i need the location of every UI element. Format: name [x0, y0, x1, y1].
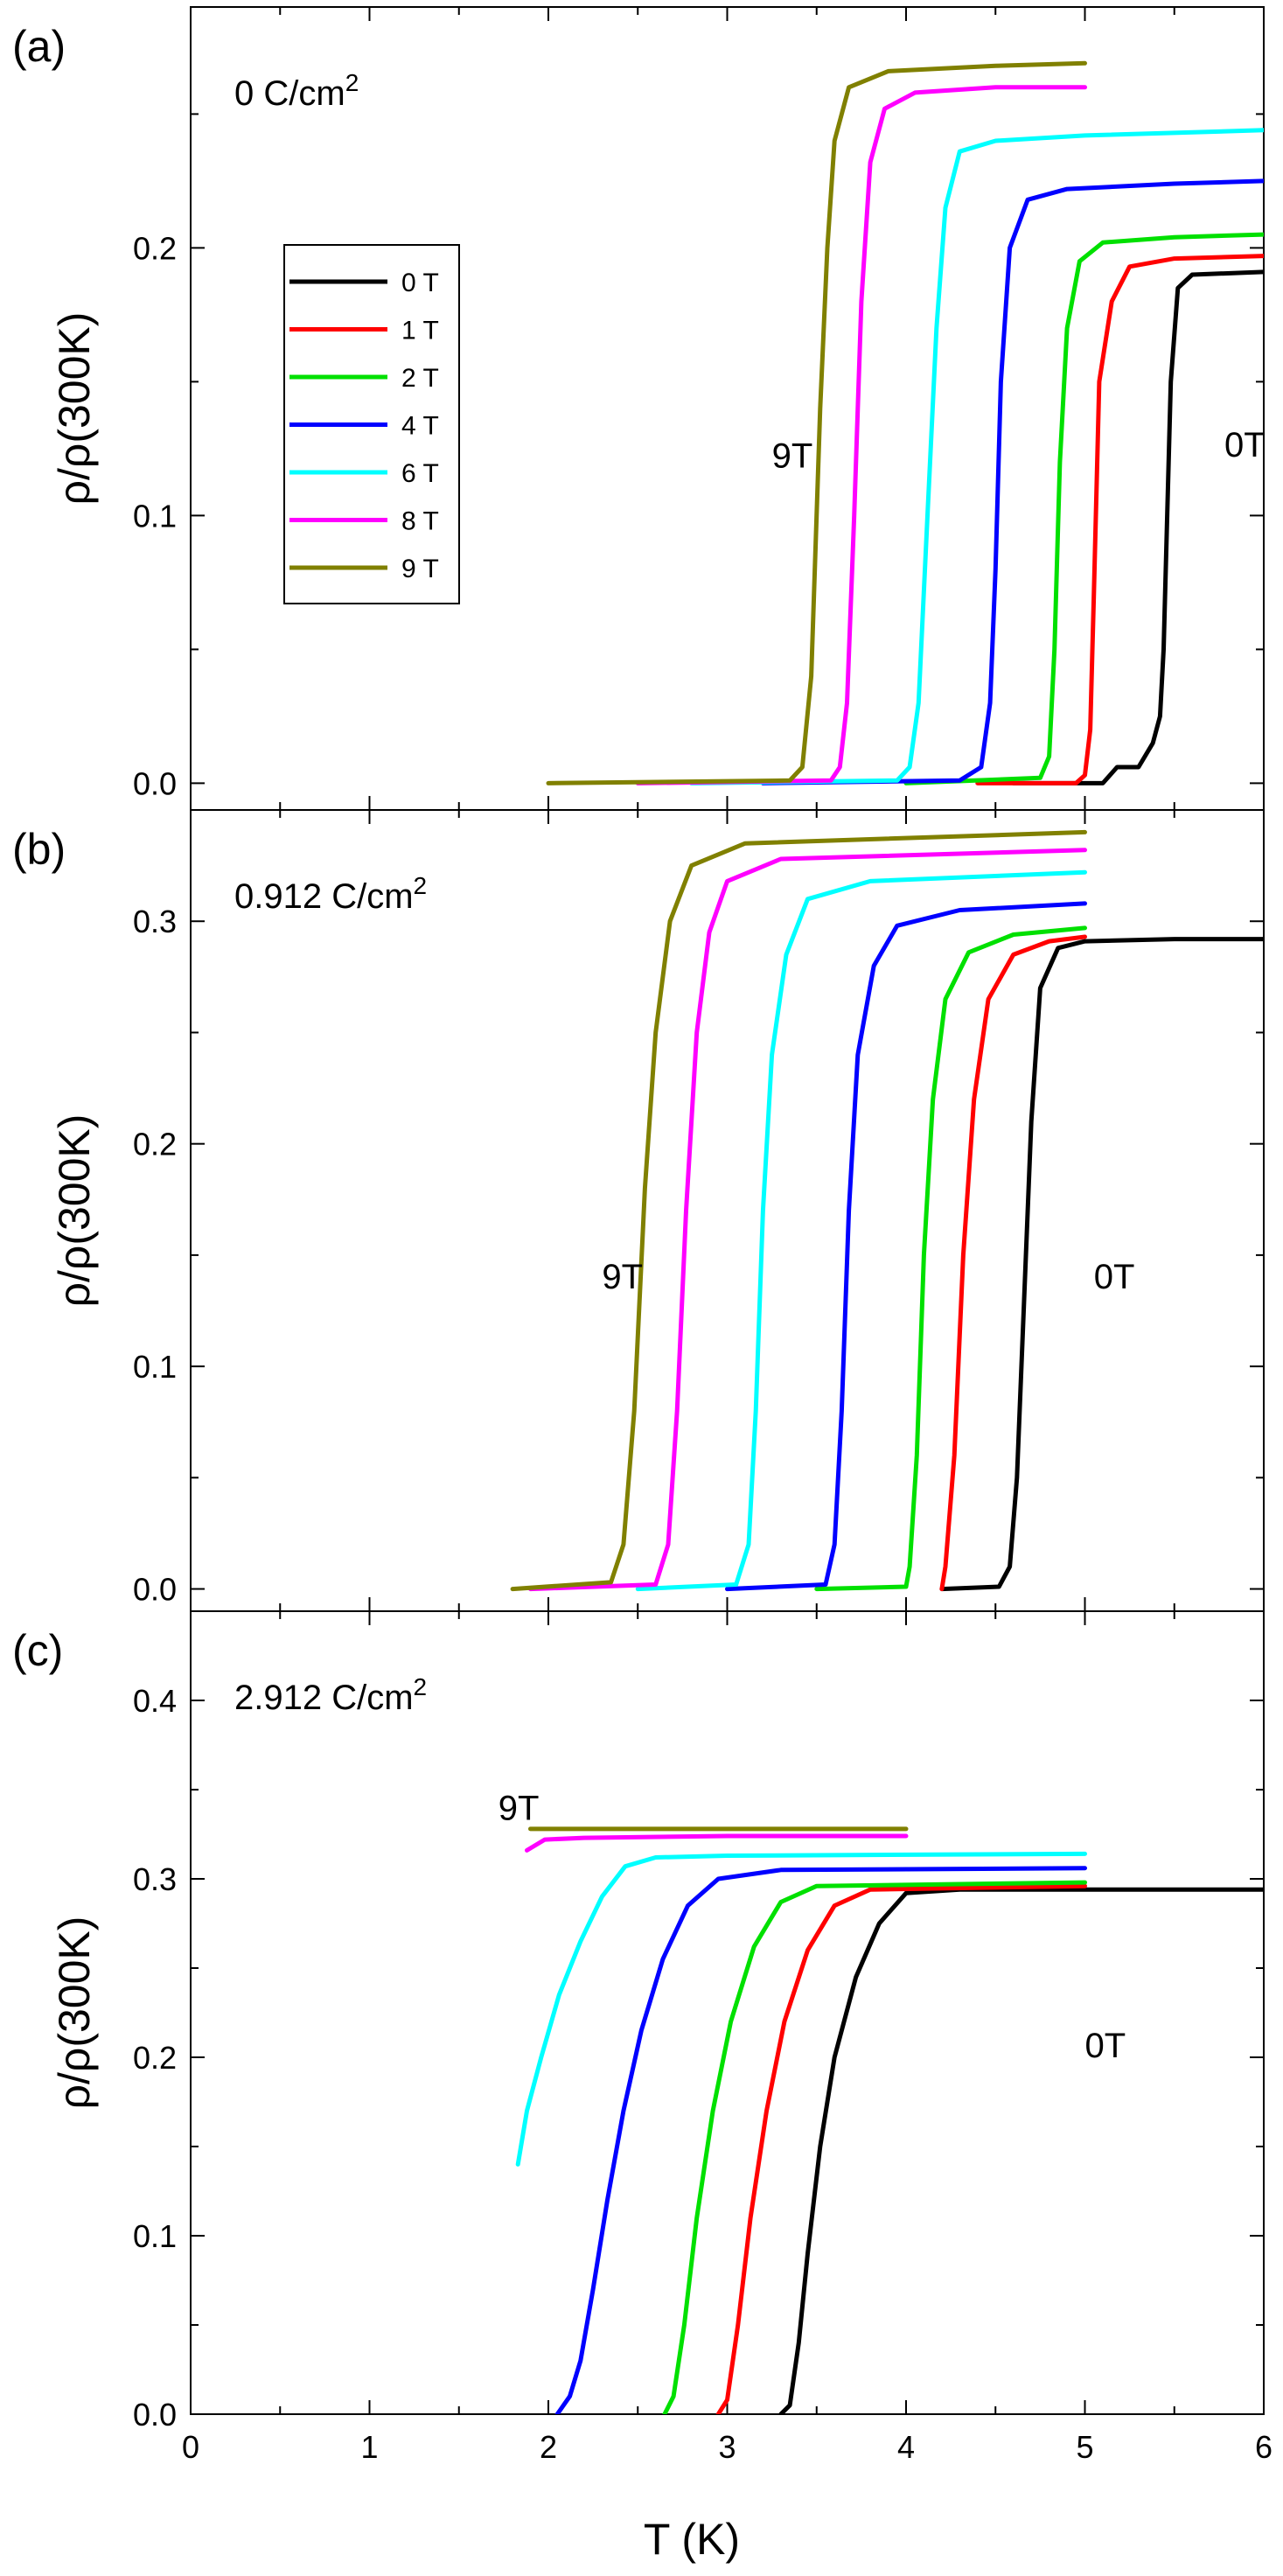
panel-title: 0.912 C/cm2 [234, 872, 427, 916]
series-line-6T [515, 1851, 1087, 2167]
annotation-9T: 9T [602, 1258, 643, 1296]
y-tick-label: 0.2 [133, 230, 177, 266]
series-line-8T [635, 85, 1087, 785]
y-tick-label: 0.2 [133, 1127, 177, 1162]
x-tick-label: 5 [1076, 2429, 1093, 2465]
y-tick-label: 0.1 [133, 498, 177, 534]
y-tick-label: 0.3 [133, 1861, 177, 1897]
series-line-2T [814, 925, 1087, 1592]
panel-title: 2.912 C/cm2 [234, 1673, 427, 1717]
annotation-0T: 0T [1094, 1258, 1135, 1296]
y-axis-label: ρ/ρ(300K) [50, 312, 99, 506]
y-tick-label: 0.4 [133, 1683, 177, 1719]
y-tick-label: 0.1 [133, 2218, 177, 2254]
panel-c: 0.0 0.1 0.2 0.3 0.4 0 1 2 3 4 5 6 ρ/ρ(300K) (c) 2.912 … [12, 1610, 1273, 2465]
x-tick-label: 2 [540, 2429, 557, 2465]
panel-title: 0 C/cm2 [234, 69, 359, 113]
series-group [510, 829, 1264, 1592]
legend-label-9T: 9 T [401, 555, 439, 583]
legend-label-2T: 2 T [401, 364, 439, 393]
series-line-8T [528, 848, 1087, 1592]
series-group [515, 1826, 1264, 2414]
x-tick-label: 1 [360, 2429, 378, 2465]
legend-label-1T: 1 T [401, 317, 439, 346]
series-line-1T [715, 1883, 1087, 2414]
annotation-0T: 0T [1085, 2027, 1126, 2065]
annotation-9T: 9T [772, 436, 813, 475]
series-line-6T [689, 128, 1264, 785]
legend-label-4T: 4 T [401, 412, 439, 441]
annotation-9T: 9T [499, 1790, 540, 1828]
y-tick-label: 0.0 [133, 765, 177, 801]
series-line-9T [546, 60, 1087, 785]
panel-label: (a) [12, 22, 66, 71]
series-line-4T [725, 901, 1087, 1592]
series-line-2T [662, 1880, 1087, 2414]
series-line-0T [778, 1887, 1264, 2414]
legend-label-6T: 6 T [401, 459, 439, 488]
x-axis-label: T (K) [644, 2515, 740, 2564]
series-line-1T [939, 934, 1087, 1592]
series-group [546, 60, 1264, 785]
y-tick-label: 0.0 [133, 1572, 177, 1608]
series-line-2T [903, 232, 1264, 785]
panel-b: 0.0 0.1 0.2 0.3 ρ/ρ(300K) (b) 0.912 C/cm2 9T 0T [12, 809, 1265, 1612]
series-line-6T [635, 869, 1087, 1592]
annotation-0T: 0T [1224, 426, 1266, 464]
series-line-0T [939, 937, 1264, 1592]
series-line-8T [525, 1833, 909, 1853]
series-line-9T [510, 829, 1087, 1592]
series-line-4T [760, 178, 1264, 785]
y-axis-label: ρ/ρ(300K) [50, 1916, 99, 2110]
x-tick-label: 4 [897, 2429, 915, 2465]
y-tick-label: 0.1 [133, 1349, 177, 1385]
x-tick-label: 3 [718, 2429, 736, 2465]
panel-label: (c) [12, 1626, 63, 1675]
series-line-1T [975, 254, 1264, 785]
panel-a: 0.0 0.1 0.2 ρ/ρ(300K) (a) 0 C/cm2 9T 0T 0 T 1 T 2 … [12, 6, 1266, 811]
panel-label: (b) [12, 825, 66, 874]
y-tick-label: 0.2 [133, 2040, 177, 2076]
legend: 0 T 1 T 2 T 4 T 6 T 8 T 9 T [283, 244, 460, 604]
y-tick-label: 0.0 [133, 2397, 177, 2433]
x-tick-label: 0 [182, 2429, 199, 2465]
series-line-4T [554, 1866, 1087, 2414]
y-axis-label: ρ/ρ(300K) [50, 1114, 99, 1308]
legend-label-8T: 8 T [401, 507, 439, 536]
y-tick-label: 0.3 [133, 904, 177, 939]
x-tick-label: 6 [1255, 2429, 1273, 2465]
legend-label-0T: 0 T [401, 269, 439, 297]
series-line-0T [1011, 269, 1264, 785]
